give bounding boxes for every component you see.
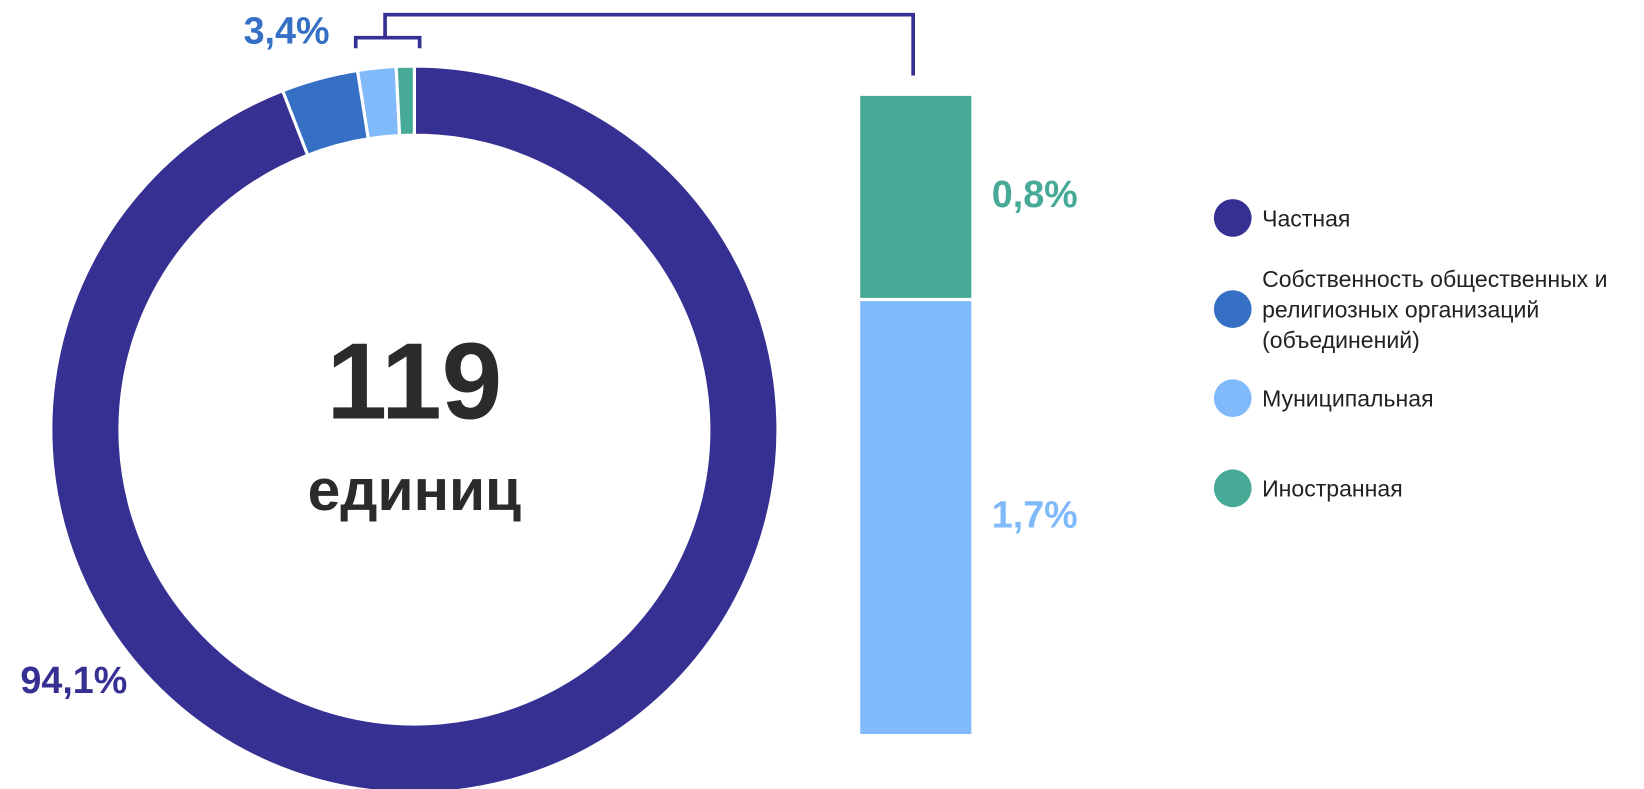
legend-marker: [1213, 199, 1252, 237]
donut-slice: [394, 64, 416, 138]
bar-segment: [857, 92, 975, 302]
slice-label: 94,1%: [20, 659, 127, 701]
breakout-connector: [353, 12, 915, 76]
donut-slice: [49, 64, 780, 789]
legend-label: Собственность общественных и религиозных…: [1262, 265, 1608, 353]
legend-label: Иностранная: [1262, 475, 1403, 502]
legend-item: Муниципальная: [1262, 385, 1434, 412]
legend-marker: [1213, 379, 1252, 418]
legend-item: Собственность общественных и религиозных…: [1262, 265, 1608, 353]
legend-label: Муниципальная: [1262, 385, 1434, 412]
bar-label: 1,7%: [992, 494, 1078, 536]
legend-label: Частная: [1262, 204, 1351, 232]
legend-marker: [1213, 469, 1252, 508]
legend-item: Иностранная: [1262, 475, 1403, 502]
legend-item: Частная: [1262, 204, 1351, 232]
bar-label: 0,8%: [992, 173, 1078, 215]
bar-segment: [857, 297, 975, 738]
center-value: 119: [326, 321, 502, 443]
legend-marker: [1213, 290, 1252, 328]
center-label: единиц: [308, 458, 521, 523]
slice-label: 3,4%: [244, 9, 330, 51]
